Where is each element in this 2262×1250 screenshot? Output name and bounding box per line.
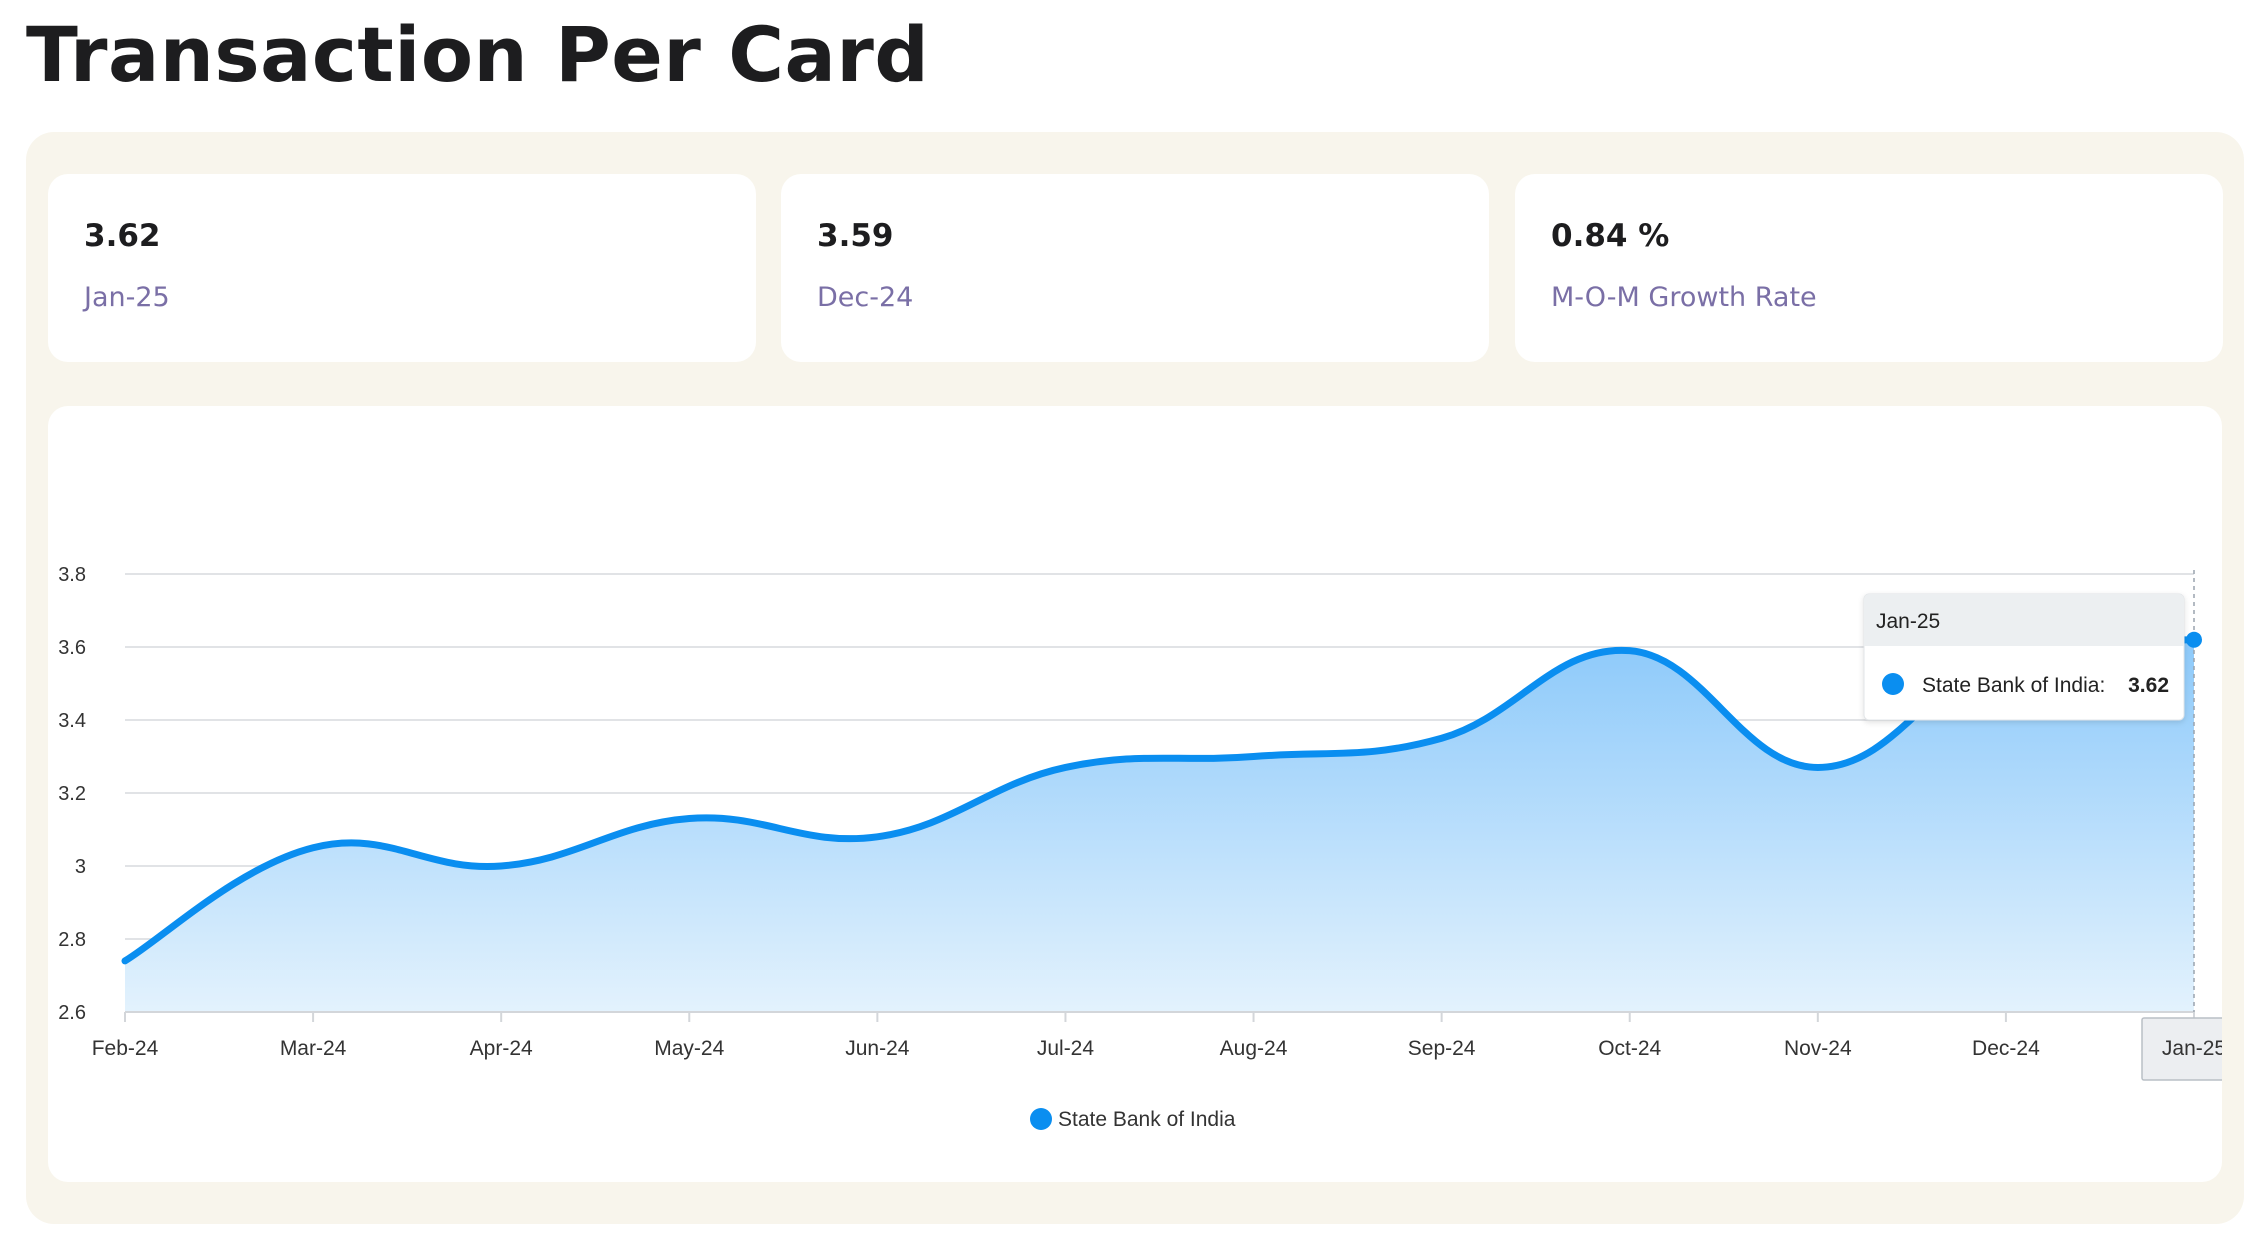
- x-tick-label: Oct-24: [1598, 1037, 1661, 1060]
- tooltip-header-fill: [1864, 640, 2184, 646]
- page-title: Transaction Per Card: [26, 10, 930, 99]
- tooltip-header: [1864, 594, 2184, 646]
- y-tick-label: 3.4: [58, 710, 86, 732]
- legend-marker: [1030, 1108, 1052, 1130]
- data-point: [2186, 631, 2202, 648]
- stat-label-previous: Dec-24: [817, 282, 914, 313]
- y-tick-label: 2.6: [58, 1002, 86, 1024]
- y-tick-label: 3: [75, 856, 86, 878]
- x-tick-label: May-24: [654, 1037, 724, 1060]
- area-chart: 2.6 2.8 3 3.2 3.4 3.6 3.8 Feb-24 Mar-24 Apr-24 May…: [58, 564, 2247, 1131]
- x-tick-label: Jun-24: [845, 1037, 910, 1060]
- y-tick-label: 3.2: [58, 783, 86, 805]
- series-area-fill: [125, 636, 2194, 1012]
- x-tick-label: Aug-24: [1220, 1037, 1288, 1060]
- stat-label-current: Jan-25: [84, 282, 170, 313]
- stat-card-growth: 0.84 % M-O-M Growth Rate: [1515, 174, 2223, 362]
- y-tick-label: 3.6: [58, 637, 86, 659]
- y-tick-label: 3.8: [58, 564, 86, 586]
- x-tick-label: Apr-24: [470, 1037, 533, 1060]
- stat-value-current: 3.62: [84, 218, 161, 254]
- stat-card-current: 3.62 Jan-25: [48, 174, 756, 362]
- y-tick-label: 2.8: [58, 929, 86, 951]
- tooltip-title: Jan-25: [1876, 610, 1940, 633]
- stat-value-growth: 0.84 %: [1551, 218, 1670, 254]
- x-tick-label: Jan-25: [2162, 1037, 2222, 1060]
- tooltip-series-name: State Bank of India:: [1922, 674, 2105, 697]
- x-tick-label: Dec-24: [1972, 1037, 2040, 1060]
- x-tick-label: Jul-24: [1037, 1037, 1095, 1060]
- x-tick-label: Sep-24: [1408, 1037, 1476, 1060]
- tooltip-series-marker: [1882, 673, 1904, 695]
- metrics-panel: 3.62 Jan-25 3.59 Dec-24 0.84 % M-O-M Gro…: [26, 132, 2247, 1224]
- x-tick-label: Nov-24: [1784, 1037, 1852, 1060]
- series-line: [121, 632, 2198, 965]
- stat-value-previous: 3.59: [817, 218, 894, 254]
- stat-card-previous: 3.59 Dec-24: [781, 174, 1489, 362]
- chart-card: 2.6 2.8 3 3.2 3.4 3.6 3.8 Feb-24 Mar-24 Apr-24 May…: [48, 406, 2247, 1182]
- stat-label-growth: M-O-M Growth Rate: [1551, 282, 1817, 313]
- x-tick-label: Feb-24: [92, 1037, 159, 1060]
- tooltip-value: 3.62: [2128, 674, 2169, 697]
- legend-label: State Bank of India: [1058, 1108, 1236, 1131]
- x-tick-label: Mar-24: [280, 1037, 347, 1060]
